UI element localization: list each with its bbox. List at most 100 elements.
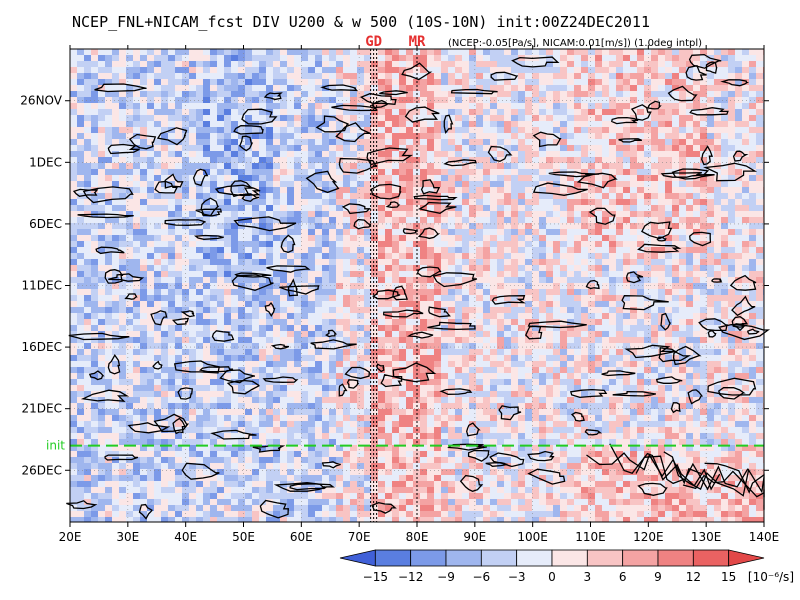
heatmap-cell [714,307,721,313]
heatmap-cell [686,73,693,79]
heatmap-cell [651,193,658,199]
heatmap-cell [588,79,595,85]
heatmap-cell [126,229,133,235]
heatmap-cell [147,295,154,301]
heatmap-cell [224,49,231,55]
heatmap-cell [385,193,392,199]
heatmap-cell [238,325,245,331]
heatmap-cell [364,187,371,193]
heatmap-cell [350,265,357,271]
heatmap-cell [644,319,651,325]
heatmap-cell [133,301,140,307]
heatmap-cell [210,343,217,349]
heatmap-cell [371,241,378,247]
heatmap-cell [679,331,686,337]
heatmap-cell [238,85,245,91]
heatmap-cell [364,115,371,121]
heatmap-cell [546,49,553,55]
heatmap-cell [70,259,77,265]
heatmap-cell [329,55,336,61]
heatmap-cell [504,277,511,283]
heatmap-cell [546,217,553,223]
heatmap-cell [315,193,322,199]
heatmap-cell [259,187,266,193]
heatmap-cell [252,55,259,61]
heatmap-cell [231,49,238,55]
heatmap-cell [525,271,532,277]
heatmap-cell [336,343,343,349]
heatmap-cell [224,217,231,223]
heatmap-cell [588,73,595,79]
heatmap-cell [322,157,329,163]
heatmap-cell [378,115,385,121]
heatmap-cell [427,115,434,121]
heatmap-cell [189,199,196,205]
heatmap-cell [707,199,714,205]
heatmap-cell [595,271,602,277]
heatmap-cell [273,343,280,349]
heatmap-cell [455,271,462,277]
heatmap-cell [420,49,427,55]
heatmap-cell [175,157,182,163]
heatmap-cell [644,151,651,157]
heatmap-cell [539,91,546,97]
heatmap-cell [714,253,721,259]
heatmap-cell [672,301,679,307]
heatmap-cell [287,175,294,181]
heatmap-cell [168,175,175,181]
heatmap-cell [161,217,168,223]
heatmap-cell [434,163,441,169]
heatmap-cell [609,277,616,283]
heatmap-cell [721,145,728,151]
heatmap-cell [581,325,588,331]
heatmap-cell [707,313,714,319]
heatmap-cell [280,73,287,79]
heatmap-cell [462,295,469,301]
heatmap-cell [700,79,707,85]
heatmap-cell [721,181,728,187]
heatmap-cell [623,91,630,97]
heatmap-cell [651,283,658,289]
heatmap-cell [322,55,329,61]
heatmap-cell [112,139,119,145]
heatmap-cell [350,307,357,313]
heatmap-cell [301,91,308,97]
heatmap-cell [651,139,658,145]
heatmap-cell [126,253,133,259]
heatmap-cell [126,61,133,67]
heatmap-cell [623,97,630,103]
heatmap-cell [133,169,140,175]
heatmap-cell [539,133,546,139]
heatmap-cell [154,127,161,133]
heatmap-cell [259,247,266,253]
heatmap-cell [567,109,574,115]
heatmap-cell [112,337,119,343]
heatmap-cell [427,169,434,175]
heatmap-cell [623,331,630,337]
heatmap-cell [133,145,140,151]
heatmap-cell [252,67,259,73]
heatmap-cell [651,301,658,307]
heatmap-cell [119,217,126,223]
heatmap-cell [154,109,161,115]
heatmap-cell [595,307,602,313]
heatmap-cell [266,241,273,247]
heatmap-cell [392,115,399,121]
heatmap-cell [350,133,357,139]
heatmap-cell [672,79,679,85]
heatmap-cell [455,319,462,325]
heatmap-cell [595,175,602,181]
heatmap-cell [203,289,210,295]
heatmap-cell [259,79,266,85]
heatmap-cell [588,307,595,313]
heatmap-cell [574,163,581,169]
heatmap-cell [140,331,147,337]
heatmap-cell [98,235,105,241]
heatmap-cell [476,313,483,319]
heatmap-cell [126,325,133,331]
heatmap-cell [455,49,462,55]
heatmap-cell [560,67,567,73]
heatmap-cell [553,229,560,235]
heatmap-cell [420,277,427,283]
heatmap-cell [490,103,497,109]
